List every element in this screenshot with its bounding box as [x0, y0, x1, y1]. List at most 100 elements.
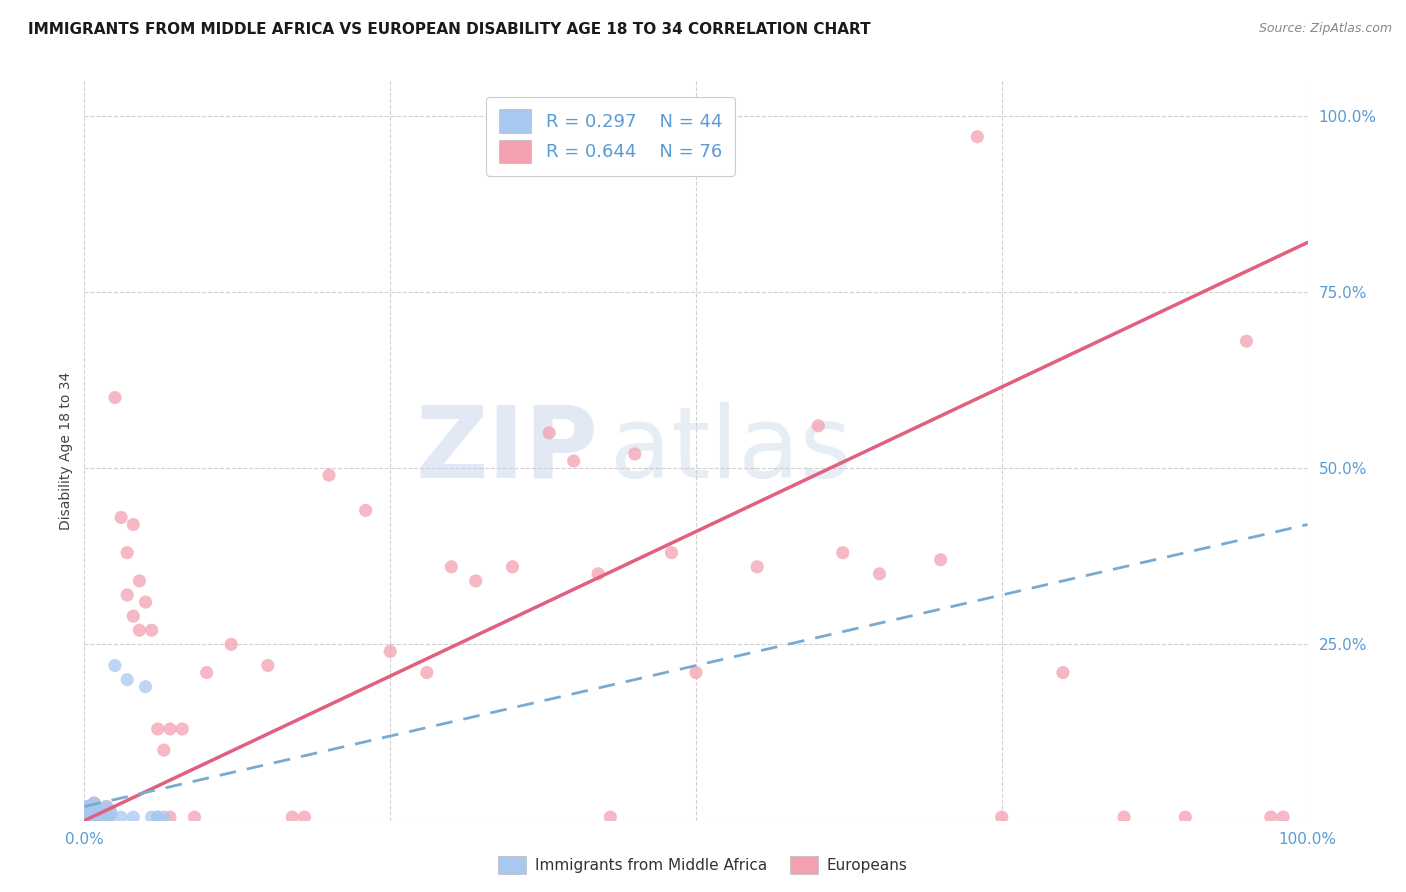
Point — [86, 810, 108, 824]
Point — [93, 806, 115, 821]
Point — [87, 803, 110, 817]
Point — [1260, 810, 1282, 824]
Text: IMMIGRANTS FROM MIDDLE AFRICA VS EUROPEAN DISABILITY AGE 18 TO 34 CORRELATION CH: IMMIGRANTS FROM MIDDLE AFRICA VS EUROPEA… — [28, 22, 870, 37]
Point — [172, 722, 194, 736]
Point — [94, 810, 117, 824]
Point — [281, 810, 304, 824]
Point — [77, 803, 100, 817]
Point — [97, 810, 120, 824]
Point — [97, 810, 120, 824]
Point — [79, 810, 101, 824]
Point — [146, 810, 169, 824]
Point — [318, 468, 340, 483]
Point — [195, 665, 218, 680]
Point — [1272, 810, 1295, 824]
Point — [82, 810, 104, 824]
Point — [77, 799, 100, 814]
Point — [87, 806, 110, 821]
Point — [380, 644, 402, 658]
Point — [100, 806, 122, 821]
Text: atlas: atlas — [610, 402, 852, 499]
Point — [146, 810, 169, 824]
Point — [966, 129, 988, 144]
Point — [80, 803, 103, 817]
Point — [464, 574, 486, 588]
Point — [75, 810, 97, 824]
Point — [354, 503, 377, 517]
Point — [83, 796, 105, 810]
Y-axis label: Disability Age 18 to 34: Disability Age 18 to 34 — [59, 371, 73, 530]
Point — [84, 810, 107, 824]
Point — [79, 810, 101, 824]
Point — [96, 799, 118, 814]
Point — [96, 799, 118, 814]
Point — [76, 810, 98, 824]
Legend: R = 0.297    N = 44, R = 0.644    N = 76: R = 0.297 N = 44, R = 0.644 N = 76 — [486, 96, 735, 176]
Point — [141, 810, 163, 824]
Point — [77, 799, 100, 814]
Point — [98, 803, 121, 817]
Point — [122, 810, 145, 824]
Point — [1052, 665, 1074, 680]
Point — [141, 624, 163, 638]
Point — [661, 546, 683, 560]
Point — [115, 588, 138, 602]
Point — [257, 658, 280, 673]
Point — [502, 559, 524, 574]
Point — [83, 806, 105, 821]
Point — [115, 546, 138, 560]
Point — [416, 665, 439, 680]
Point — [122, 517, 145, 532]
Point — [79, 810, 101, 824]
Point — [84, 803, 107, 817]
Point — [86, 810, 108, 824]
Point — [82, 799, 104, 814]
Point — [87, 806, 110, 821]
Point — [104, 658, 127, 673]
Point — [77, 806, 100, 821]
Point — [87, 803, 110, 817]
Point — [76, 810, 98, 824]
Point — [183, 810, 205, 824]
Point — [84, 810, 107, 824]
Point — [153, 810, 176, 824]
Point — [115, 673, 138, 687]
Point — [110, 810, 132, 824]
Point — [93, 806, 115, 821]
Point — [86, 799, 108, 814]
Point — [91, 803, 114, 817]
Point — [97, 806, 120, 821]
Point — [1174, 810, 1197, 824]
Point — [79, 799, 101, 814]
Point — [1236, 334, 1258, 348]
Point — [83, 806, 105, 821]
Point — [77, 810, 100, 824]
Point — [77, 806, 100, 821]
Point — [219, 637, 242, 651]
Point — [747, 559, 769, 574]
Point — [77, 803, 100, 817]
Point — [538, 425, 561, 440]
Point — [77, 810, 100, 824]
Point — [294, 810, 316, 824]
Point — [80, 806, 103, 821]
Point — [91, 803, 114, 817]
Point — [110, 510, 132, 524]
Point — [80, 803, 103, 817]
Point — [79, 799, 101, 814]
Point — [89, 806, 111, 821]
Point — [87, 810, 110, 824]
Point — [82, 799, 104, 814]
Point — [831, 546, 853, 560]
Point — [87, 810, 110, 824]
Point — [869, 566, 891, 581]
Point — [94, 810, 117, 824]
Point — [90, 810, 112, 824]
Point — [128, 624, 150, 638]
Point — [77, 806, 100, 821]
Point — [82, 810, 104, 824]
Point — [135, 680, 157, 694]
Point — [146, 722, 169, 736]
Point — [685, 665, 707, 680]
Point — [929, 553, 952, 567]
